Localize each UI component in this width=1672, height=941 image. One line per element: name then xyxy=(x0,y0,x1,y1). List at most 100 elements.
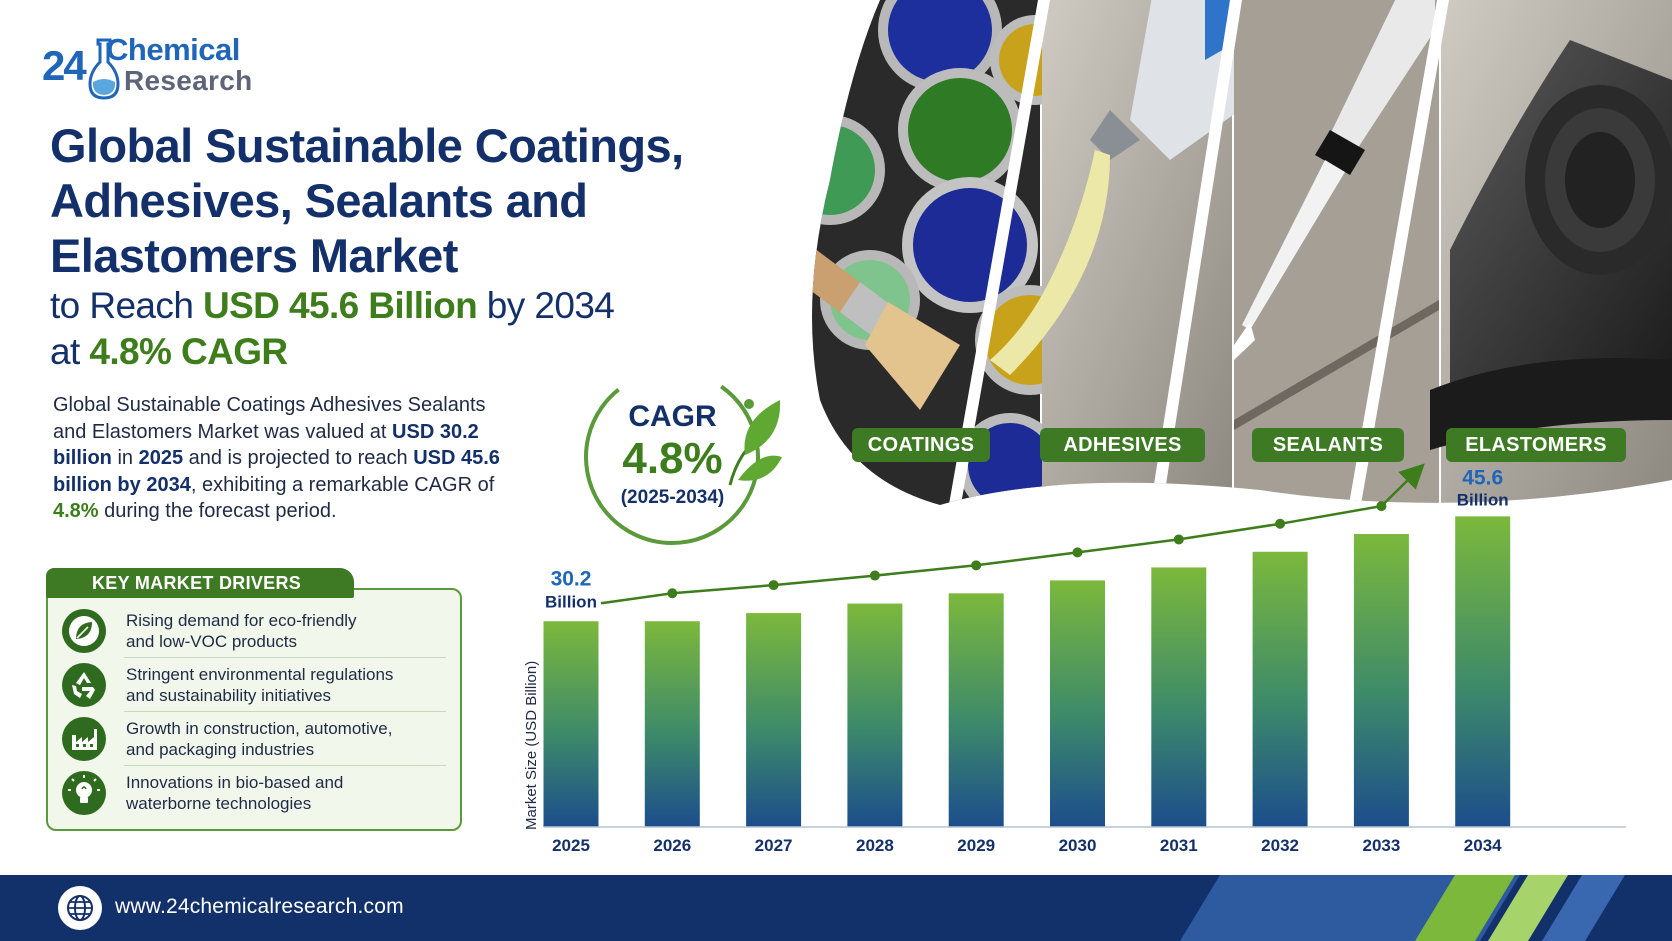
driver-line: and sustainability initiatives xyxy=(126,686,332,705)
y-axis-label: Market Size (USD Billion) xyxy=(523,661,540,830)
market-description: Global Sustainable Coatings Adhesives Se… xyxy=(53,392,523,525)
x-tick-label: 2034 xyxy=(1464,836,1502,855)
bar-2033 xyxy=(1353,534,1409,827)
trend-point xyxy=(768,580,779,591)
desc-text: in xyxy=(111,447,139,469)
product-photo-panel: COATINGS ADHESIVES SEALANTS ELASTOMERS xyxy=(810,0,1672,510)
desc-highlight: USD 45.6 billion by 2034 xyxy=(53,447,500,496)
desc-text: , exhibiting a remarkable CAGR of xyxy=(190,473,495,496)
leaf-icon xyxy=(728,400,782,486)
bar-2025 xyxy=(543,621,599,827)
x-tick-label: 2032 xyxy=(1261,836,1299,855)
driver-line: Innovations in bio-based and xyxy=(126,773,344,792)
key-market-drivers: Rising demand for eco-friendly and low-VO… xyxy=(46,568,462,831)
subtitle-text: at xyxy=(50,331,90,372)
market-size-chart: 2025 2026 2027 2028 2029 2030 2031 2032 2033 2034… xyxy=(520,463,1672,860)
subtitle-text: by 2034 xyxy=(477,285,615,326)
x-tick-label: 2027 xyxy=(755,836,793,855)
trend-point xyxy=(667,588,678,599)
start-value-label: 30.2 xyxy=(551,567,592,590)
driver-line: and packaging industries xyxy=(126,740,315,759)
bar-2026 xyxy=(644,621,700,827)
start-unit-label: Billion xyxy=(545,592,597,611)
divider xyxy=(124,765,446,766)
headline: Global Sustainable Coatings, Adhesives, … xyxy=(50,118,750,375)
trend-point xyxy=(1072,547,1083,558)
factory-icon xyxy=(62,717,106,761)
driver-item: Innovations in bio-based and waterborne t… xyxy=(62,766,446,820)
driver-line: and low-VOC products xyxy=(126,632,298,651)
cagr-value: 4.8% xyxy=(622,434,723,483)
drivers-heading: KEY MARKET DRIVERS xyxy=(46,568,354,598)
paint-brush-icon xyxy=(812,230,960,410)
rubber-roll-icon xyxy=(1430,40,1672,450)
recycle-icon xyxy=(62,663,106,707)
desc-text: Global Sustainable Coatings Adhesives Se… xyxy=(53,394,486,443)
bar-2027 xyxy=(746,613,802,827)
bar-2032 xyxy=(1252,551,1308,827)
bar-2029 xyxy=(948,593,1004,827)
footer-stripes xyxy=(1180,875,1625,941)
product-photos xyxy=(812,0,1672,505)
subtitle-text: to Reach xyxy=(50,285,203,326)
driver-item: Rising demand for eco-friendly and low-VO… xyxy=(62,604,446,658)
cagr-ring xyxy=(584,369,760,545)
driver-line: Growth in construction, automotive, xyxy=(126,719,393,738)
driver-item: Growth in construction, automotive, and p… xyxy=(62,712,446,766)
logo-name-line1: Chemical xyxy=(106,32,240,67)
driver-line: Stringent environmental regulations xyxy=(126,665,394,684)
subtitle-line-2: at 4.8% CAGR xyxy=(50,329,750,375)
bar-chart: 2025 2026 2027 2028 2029 2030 2031 2032 2033 2034… xyxy=(523,463,1626,855)
website-link[interactable]: www.24chemicalresearch.com xyxy=(115,895,404,918)
subtitle-line-1: to Reach USD 45.6 Billion by 2034 xyxy=(50,283,750,329)
logo-number: 24 xyxy=(42,42,87,89)
cagr-period: (2025-2034) xyxy=(620,487,725,508)
lightbulb-icon xyxy=(62,771,106,815)
driver-item: Stringent environmental regulations and s… xyxy=(62,658,446,712)
tag-sealants: SEALANTS xyxy=(1252,428,1404,462)
trend-point xyxy=(971,560,982,571)
divider xyxy=(124,711,446,712)
x-tick-label: 2033 xyxy=(1362,836,1400,855)
caulk-gun-icon xyxy=(1234,0,1435,360)
trend-point xyxy=(1173,534,1184,545)
cagr-badge: CAGR 4.8% (2025-2034) xyxy=(575,360,785,560)
logo: 24 Chemical Research xyxy=(40,30,280,105)
desc-highlight: USD 30.2 billion xyxy=(53,420,479,470)
tag-coatings: COATINGS xyxy=(852,428,990,462)
bar-2030 xyxy=(1050,580,1105,827)
x-tick-label: 2029 xyxy=(957,836,995,855)
forecast-value: USD 45.6 Billion xyxy=(202,285,478,326)
driver-text: Growth in construction, automotive, and p… xyxy=(126,718,392,760)
desc-text: and is projected to reach xyxy=(183,447,414,469)
logo-name-line2: Research xyxy=(124,65,253,96)
paint-can-icon xyxy=(812,0,1085,505)
trend-point xyxy=(869,570,880,581)
x-tick-label: 2031 xyxy=(1160,836,1198,855)
divider xyxy=(124,657,446,658)
cagr-label: CAGR xyxy=(628,400,717,433)
desc-highlight: 4.8% xyxy=(53,500,99,522)
x-tick-label: 2030 xyxy=(1059,836,1097,855)
trend-point xyxy=(1275,518,1286,529)
trend-arrow xyxy=(600,463,1425,605)
driver-text: Stringent environmental regulations and s… xyxy=(126,664,393,706)
x-tick-label: 2025 xyxy=(552,836,590,855)
desc-text: during the forecast period. xyxy=(98,500,337,522)
footer: www.24chemicalresearch.com xyxy=(0,875,1672,941)
driver-line: Rising demand for eco-friendly xyxy=(126,611,357,630)
leaf-icon xyxy=(62,609,106,653)
globe-icon xyxy=(58,886,102,930)
trend-point xyxy=(1376,501,1387,512)
bar-2028 xyxy=(847,603,903,827)
title-line-2: Adhesives, Sealants and xyxy=(50,174,588,227)
end-value-label: 45.6 xyxy=(1462,466,1503,489)
title-line-1: Global Sustainable Coatings, xyxy=(50,119,684,172)
driver-text: Rising demand for eco-friendly and low-VO… xyxy=(126,610,357,652)
tag-adhesives: ADHESIVES xyxy=(1040,428,1205,462)
bar-2034 xyxy=(1455,516,1511,827)
tag-elastomers: ELASTOMERS xyxy=(1446,428,1626,462)
bar-2031 xyxy=(1151,567,1207,827)
desc-highlight: 2025 xyxy=(138,447,184,469)
x-tick-label: 2028 xyxy=(856,836,894,855)
